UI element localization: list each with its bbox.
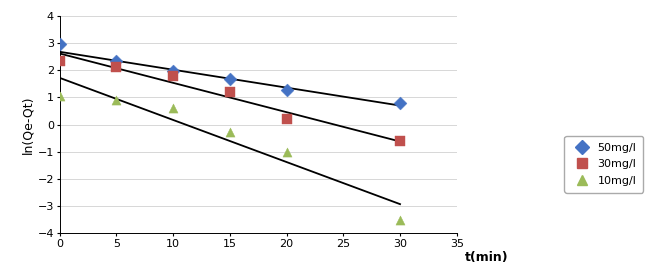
- Legend: 50mg/l, 30mg/l, 10mg/l: 50mg/l, 30mg/l, 10mg/l: [564, 136, 643, 193]
- Point: [54, 59, 65, 63]
- Point: [111, 98, 122, 102]
- Point: [167, 69, 178, 73]
- Text: t(min): t(min): [465, 251, 508, 264]
- Point: [54, 42, 65, 47]
- Point: [111, 65, 122, 69]
- Y-axis label: ln(Qe-Qt): ln(Qe-Qt): [22, 95, 34, 154]
- Point: [54, 94, 65, 98]
- Point: [281, 149, 292, 154]
- Point: [111, 59, 122, 63]
- Point: [395, 218, 405, 222]
- Point: [167, 105, 178, 110]
- Point: [395, 101, 405, 105]
- Point: [224, 77, 235, 81]
- Point: [224, 130, 235, 134]
- Point: [281, 116, 292, 121]
- Point: [224, 90, 235, 95]
- Point: [281, 88, 292, 92]
- Point: [167, 74, 178, 78]
- Point: [395, 139, 405, 144]
